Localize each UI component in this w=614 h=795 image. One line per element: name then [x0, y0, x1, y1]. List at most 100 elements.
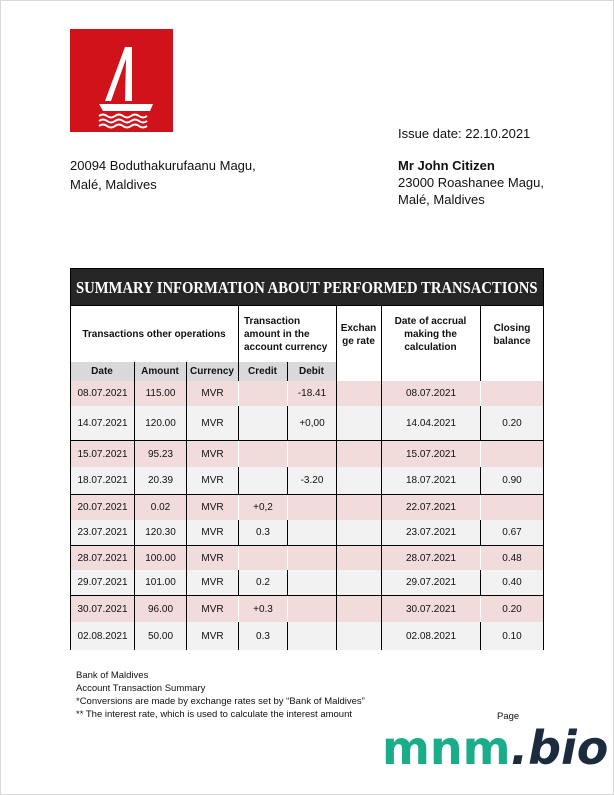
footer-document-title: Account Transaction Summary: [76, 683, 206, 694]
header-accrual-date: Date of accrual making the calculation: [394, 316, 467, 353]
cell-credit: [238, 441, 287, 467]
cell-accrual: 23.07.2021: [381, 520, 480, 545]
cell-date: 15.07.2021: [70, 441, 134, 467]
cell-accrual: 29.07.2021: [381, 570, 480, 595]
cell-amount: 115.00: [134, 381, 186, 406]
subheader-currency: Currency: [186, 362, 238, 381]
cell-rate: [336, 570, 381, 595]
cell-debit: [287, 495, 336, 520]
header-closing-balance: Closing balance: [493, 322, 531, 347]
cell-accrual: 28.07.2021: [381, 546, 480, 570]
cell-rate: [336, 441, 381, 467]
cell-rate: [336, 520, 381, 545]
grid-line: [381, 306, 382, 381]
cell-amount: 20.39: [134, 467, 186, 494]
header-other-operations: Transactions other operations: [82, 328, 226, 340]
cell-credit: 0.2: [238, 570, 287, 595]
cell-closing: 0.10: [480, 622, 544, 650]
cell-currency: MVR: [186, 596, 238, 622]
table-row: 08.07.2021 115.00 MVR -18.41 08.07.2021: [70, 381, 544, 406]
table-row: 30.07.2021 96.00 MVR +0.3 30.07.2021 0.20: [70, 595, 544, 622]
bank-logo: [70, 29, 173, 132]
issue-date: Issue date: 22.10.2021: [398, 126, 531, 141]
cell-currency: MVR: [186, 546, 238, 570]
sender-address-line1: 20094 Boduthakurufaanu Magu,: [70, 158, 256, 173]
cell-date: 30.07.2021: [70, 596, 134, 622]
cell-debit: [287, 520, 336, 545]
cell-closing: 0.90: [480, 467, 544, 494]
grid-line: [70, 306, 71, 381]
recipient-address-line1: 23000 Roashanee Magu,: [398, 175, 545, 190]
cell-credit: [238, 381, 287, 406]
cell-date: 08.07.2021: [70, 381, 134, 406]
cell-accrual: 18.07.2021: [381, 467, 480, 494]
cell-closing: 0.40: [480, 570, 544, 595]
cell-credit: +0,2: [238, 495, 287, 520]
watermark-part1: mnm: [382, 721, 511, 775]
grid-line: [543, 306, 544, 381]
table-title: SUMMARY INFORMATION ABOUT PERFORMED TRAN…: [76, 278, 538, 297]
cell-date: 29.07.2021: [70, 570, 134, 595]
table-header: Transactions other operations Transactio…: [70, 306, 544, 381]
cell-credit: [238, 546, 287, 570]
cell-currency: MVR: [186, 495, 238, 520]
cell-amount: 96.00: [134, 596, 186, 622]
cell-date: 28.07.2021: [70, 546, 134, 570]
header-exchange-rate: Exchan ge rate: [340, 322, 377, 347]
header-account-amount: Transaction amount in the account curren…: [244, 315, 328, 353]
subheader-amount: Amount: [134, 362, 186, 381]
table-row: 18.07.2021 20.39 MVR -3.20 18.07.2021 0.90: [70, 467, 544, 494]
cell-debit: -18.41: [287, 381, 336, 406]
cell-closing: [480, 495, 544, 520]
table-title-bar: SUMMARY INFORMATION ABOUT PERFORMED TRAN…: [70, 268, 544, 306]
cell-debit: -3.20: [287, 467, 336, 494]
grid-line: [134, 362, 135, 381]
recipient-address-line2: Malé, Maldives: [398, 192, 485, 207]
cell-date: 14.07.2021: [70, 406, 134, 440]
cell-currency: MVR: [186, 520, 238, 545]
table-body: 08.07.2021 115.00 MVR -18.41 08.07.2021 14.07…: [70, 381, 544, 650]
cell-rate: [336, 406, 381, 440]
cell-credit: 0.3: [238, 520, 287, 545]
cell-rate: [336, 467, 381, 494]
cell-amount: 50.00: [134, 622, 186, 650]
cell-currency: MVR: [186, 622, 238, 650]
cell-date: 18.07.2021: [70, 467, 134, 494]
cell-debit: [287, 546, 336, 570]
watermark: mnm.bio: [382, 725, 608, 771]
footer-note-interest: ** The interest rate, which is used to c…: [76, 709, 353, 720]
cell-debit: [287, 441, 336, 467]
table-row: 14.07.2021 120.00 MVR +0,00 14.04.2021 0.20: [70, 406, 544, 440]
table-row: 29.07.2021 101.00 MVR 0.2 29.07.2021 0.40: [70, 570, 544, 595]
cell-rate: [336, 622, 381, 650]
grid-line: [287, 362, 288, 381]
cell-credit: [238, 467, 287, 494]
cell-currency: MVR: [186, 570, 238, 595]
table-row: 28.07.2021 100.00 MVR 28.07.2021 0.48: [70, 545, 544, 570]
sender-address-line2: Malé, Maldives: [70, 177, 157, 192]
table-row: 02.08.2021 50.00 MVR 0.3 02.08.2021 0.10: [70, 622, 544, 650]
table-row: 23.07.2021 120.30 MVR 0.3 23.07.2021 0.67: [70, 520, 544, 545]
grid-line: [480, 306, 481, 381]
cell-amount: 95.23: [134, 441, 186, 467]
cell-amount: 100.00: [134, 546, 186, 570]
cell-credit: [238, 406, 287, 440]
cell-accrual: 15.07.2021: [381, 441, 480, 467]
cell-closing: 0.20: [480, 596, 544, 622]
cell-closing: [480, 381, 544, 406]
sailboat-icon: [98, 47, 153, 129]
grid-line: [336, 306, 337, 381]
cell-debit: +0,00: [287, 406, 336, 440]
cell-amount: 101.00: [134, 570, 186, 595]
cell-accrual: 30.07.2021: [381, 596, 480, 622]
cell-closing: 0.67: [480, 520, 544, 545]
subheader-credit: Credit: [238, 362, 287, 381]
grid-line: [186, 362, 187, 381]
grid-line: [238, 306, 239, 381]
cell-accrual: 22.07.2021: [381, 495, 480, 520]
cell-date: 20.07.2021: [70, 495, 134, 520]
cell-currency: MVR: [186, 381, 238, 406]
cell-currency: MVR: [186, 406, 238, 440]
cell-amount: 120.00: [134, 406, 186, 440]
cell-closing: 0.20: [480, 406, 544, 440]
